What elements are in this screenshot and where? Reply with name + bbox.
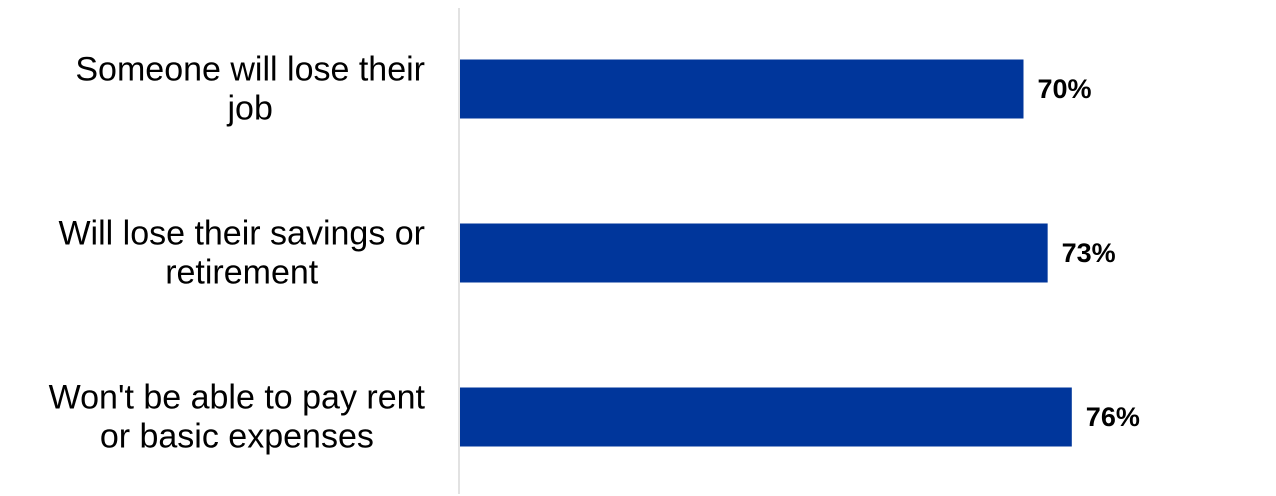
- data-label-1: 70%: [1038, 74, 1092, 104]
- category-label-line: Someone will lose their: [75, 51, 425, 89]
- category-label-line: or basic expenses: [100, 418, 374, 456]
- bars-group: [460, 59, 1072, 447]
- bar-1: [460, 59, 1024, 119]
- category-label-line: Won't be able to pay rent: [49, 379, 426, 417]
- data-labels-group: 70% 73% 76%: [1038, 74, 1140, 432]
- data-label-3: 76%: [1086, 402, 1140, 432]
- bar-2: [460, 223, 1048, 283]
- category-label-line: Will lose their savings or: [58, 215, 425, 253]
- category-label-line: job: [227, 90, 273, 128]
- category-label-line: retirement: [165, 254, 319, 292]
- data-label-2: 73%: [1062, 238, 1116, 268]
- bar-3: [460, 387, 1072, 447]
